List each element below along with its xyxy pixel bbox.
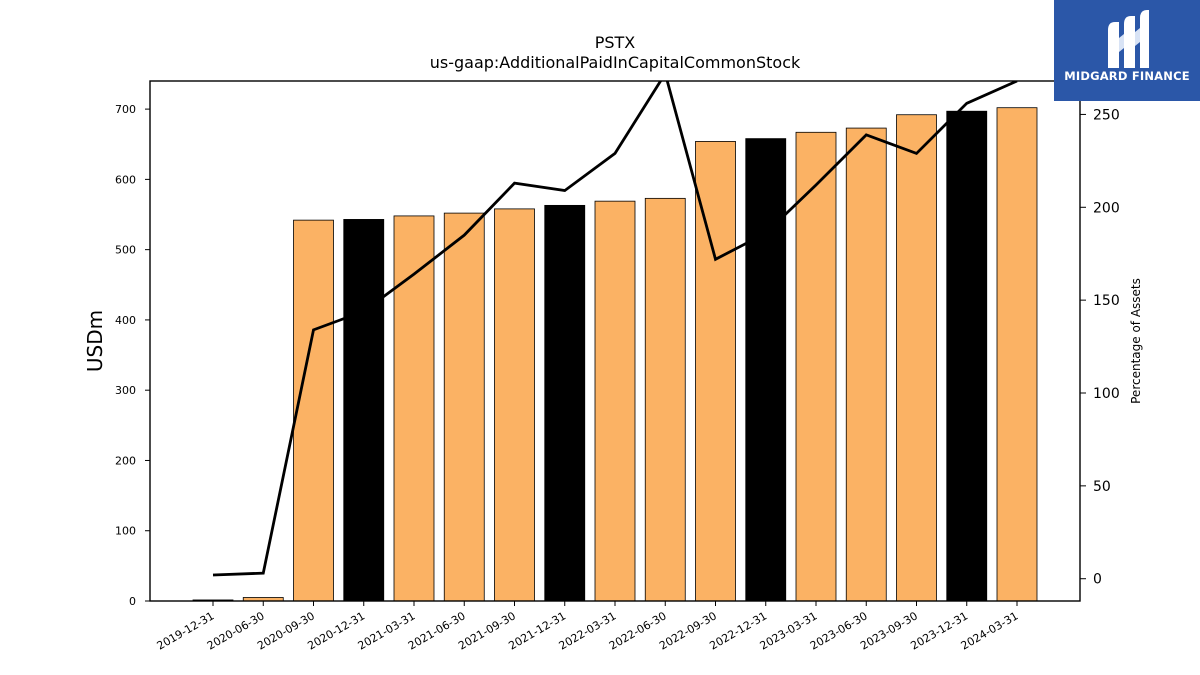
y-tick-label: 300 (115, 384, 136, 397)
y-tick-label: 500 (115, 244, 136, 257)
y2-tick-label: 250 (1093, 107, 1120, 123)
bar-2021-06-30 (443, 212, 485, 601)
chart-title: PSTX (595, 33, 636, 52)
midgard-logo-icon (1108, 10, 1149, 68)
y2-tick-label: 200 (1093, 200, 1120, 216)
y2-tick-label: 100 (1093, 386, 1120, 402)
bar-2020-09-30 (293, 219, 334, 601)
bar-2023-12-31 (946, 110, 988, 601)
y2-tick-label: 150 (1093, 293, 1120, 309)
midgard-finance-logo: MIDGARD FINANCE (1054, 0, 1200, 101)
bar-2021-09-30 (494, 208, 535, 601)
y2-tick-label: 0 (1093, 572, 1102, 588)
chart-subtitle: us-gaap:AdditionalPaidInCapitalCommonSto… (430, 53, 801, 72)
y-tick-label: 0 (129, 595, 136, 608)
bar-2020-06-30 (242, 597, 284, 601)
logo-text: MIDGARD FINANCE (1064, 69, 1190, 83)
bar-2024-03-31 (996, 107, 1038, 601)
bar-2022-09-30 (695, 141, 736, 601)
y-tick-label: 700 (115, 103, 136, 116)
y2-axis-label: Percentage of Assets (1129, 278, 1143, 404)
y-tick-label: 200 (115, 454, 136, 467)
x-tick-label-2024-03-31: 2024-03-31 (959, 609, 1021, 652)
bar-2023-09-30 (896, 114, 937, 601)
bar-2023-03-31 (795, 131, 837, 601)
y-tick-label: 100 (115, 525, 136, 538)
bar-2020-12-31 (343, 219, 385, 601)
y2-tick-label: 50 (1093, 479, 1111, 495)
bar-2022-12-31 (745, 138, 787, 601)
bar-2022-06-30 (644, 197, 686, 601)
y-tick-label: 600 (115, 173, 136, 186)
bar-2022-03-31 (594, 200, 636, 601)
bar-2023-06-30 (845, 127, 887, 601)
y-axis-label: USDm (83, 310, 107, 372)
bar-2021-03-31 (393, 215, 435, 601)
bar-2021-12-31 (544, 204, 586, 601)
y-tick-label: 400 (115, 314, 136, 327)
percentage-of-assets-line (212, 81, 1018, 577)
